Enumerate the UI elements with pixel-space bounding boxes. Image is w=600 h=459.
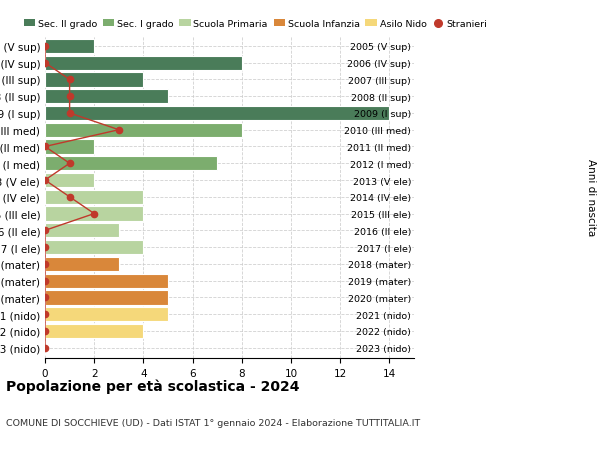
Text: Popolazione per età scolastica - 2024: Popolazione per età scolastica - 2024 (6, 379, 299, 393)
Bar (45, 207, 143, 221)
Bar (45, 241, 143, 255)
Bar (45, 257, 119, 271)
Bar (45, 190, 143, 204)
Bar (45, 123, 242, 138)
Text: Anni di nascita: Anni di nascita (586, 159, 596, 236)
Bar (45, 291, 168, 305)
Bar (45, 157, 217, 171)
Legend: Sec. II grado, Sec. I grado, Scuola Primaria, Scuola Infanzia, Asilo Nido, Stran: Sec. II grado, Sec. I grado, Scuola Prim… (24, 20, 487, 29)
Bar (45, 140, 94, 154)
Bar (45, 274, 168, 288)
Text: COMUNE DI SOCCHIEVE (UD) - Dati ISTAT 1° gennaio 2024 - Elaborazione TUTTITALIA.: COMUNE DI SOCCHIEVE (UD) - Dati ISTAT 1°… (6, 418, 420, 427)
Bar (45, 90, 168, 104)
Bar (45, 39, 94, 54)
Bar (45, 324, 143, 338)
Bar (45, 224, 119, 238)
Bar (45, 56, 242, 71)
Bar (45, 174, 94, 188)
Bar (45, 106, 389, 121)
Bar (45, 73, 143, 87)
Bar (45, 308, 168, 322)
